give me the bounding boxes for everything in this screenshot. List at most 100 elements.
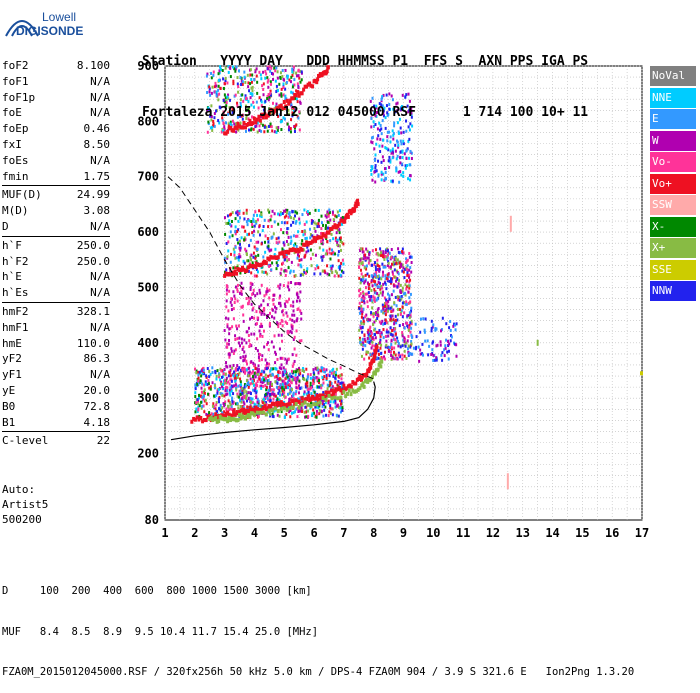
- echo-point: [388, 297, 391, 301]
- trace-point: [380, 359, 384, 364]
- echo-point: [332, 372, 335, 376]
- echo-point: [286, 329, 289, 333]
- echo-point: [328, 251, 331, 255]
- echo-point: [408, 284, 411, 288]
- echo-point: [243, 402, 246, 406]
- echo-point: [397, 170, 400, 174]
- echo-point: [380, 253, 383, 257]
- echo-point: [366, 336, 369, 340]
- echo-point: [248, 219, 251, 223]
- echo-point: [243, 217, 246, 221]
- echo-point: [236, 76, 239, 80]
- echo-point: [243, 366, 246, 370]
- echo-point: [273, 107, 276, 111]
- echo-point: [330, 371, 333, 375]
- echo-point: [400, 131, 403, 135]
- echo-point: [258, 128, 261, 132]
- echo-point: [219, 86, 222, 90]
- echo-point: [194, 391, 197, 395]
- echo-point: [224, 96, 227, 100]
- trace-point: [344, 394, 348, 399]
- echo-point: [224, 79, 227, 83]
- echo-point: [321, 400, 324, 404]
- trace-point: [374, 350, 378, 355]
- echo-point: [252, 217, 255, 221]
- echo-point: [283, 221, 286, 225]
- echo-point: [400, 142, 403, 146]
- param-value: 22: [96, 434, 110, 448]
- trace-point: [232, 409, 236, 414]
- echo-point: [238, 212, 241, 216]
- echo-point: [204, 398, 207, 402]
- echo-point: [434, 327, 437, 331]
- echo-point: [236, 104, 239, 108]
- echo-point: [285, 211, 288, 215]
- echo-point: [309, 381, 312, 385]
- echo-point: [271, 308, 274, 312]
- echo-point: [270, 248, 273, 252]
- echo-point: [326, 272, 329, 276]
- echo-point: [384, 249, 387, 253]
- echo-point: [292, 397, 295, 401]
- param-value: N/A: [90, 219, 110, 233]
- echo-point: [435, 358, 438, 362]
- echo-point: [259, 73, 262, 77]
- echo-point: [233, 250, 236, 254]
- echo-point: [331, 368, 334, 372]
- echo-point: [245, 362, 248, 366]
- trace-point: [258, 410, 262, 415]
- echo-point: [267, 240, 270, 244]
- echo-point: [258, 370, 261, 374]
- echo-point: [275, 126, 278, 130]
- echo-point: [385, 328, 388, 332]
- param-name: fxI: [2, 137, 22, 151]
- echo-point: [276, 373, 279, 377]
- echo-point: [314, 229, 317, 233]
- echo-point: [267, 348, 270, 352]
- echo-point: [226, 81, 229, 85]
- echo-point: [227, 249, 230, 253]
- echo-point: [284, 357, 287, 361]
- x-tick-label: 8: [370, 526, 377, 540]
- echo-point: [232, 266, 235, 270]
- trace-point: [279, 400, 283, 405]
- echo-point: [233, 253, 236, 257]
- echo-point: [279, 322, 282, 326]
- echo-point: [245, 368, 248, 372]
- echo-point: [400, 262, 403, 266]
- echo-point: [409, 292, 412, 296]
- echo-point: [366, 249, 369, 253]
- echo-point: [272, 397, 275, 401]
- trace-point: [235, 125, 239, 130]
- echo-point: [313, 221, 316, 225]
- echo-point: [378, 267, 381, 271]
- echo-point: [286, 380, 289, 384]
- echo-point: [218, 121, 221, 125]
- echo-point: [239, 76, 242, 80]
- echo-point: [377, 356, 380, 360]
- echo-point: [221, 116, 224, 120]
- echo-point: [210, 71, 213, 75]
- echo-point: [249, 392, 252, 396]
- echo-point: [291, 318, 294, 322]
- echo-point: [239, 248, 242, 252]
- echo-point: [248, 370, 251, 374]
- echo-point: [225, 361, 228, 365]
- echo-point: [225, 407, 228, 411]
- echo-point: [316, 377, 319, 381]
- echo-point: [240, 290, 243, 294]
- echo-point: [231, 108, 234, 112]
- echo-point: [245, 108, 248, 112]
- echo-point: [277, 114, 280, 118]
- echo-point: [239, 291, 242, 295]
- echo-point: [381, 262, 384, 266]
- echo-point: [255, 367, 258, 371]
- echo-point: [401, 344, 404, 348]
- echo-point: [275, 237, 278, 241]
- echo-point: [390, 94, 393, 98]
- trace-point: [324, 398, 328, 403]
- echo-point: [308, 211, 311, 215]
- echo-point: [221, 411, 224, 415]
- echo-point: [242, 345, 245, 349]
- echo-point: [399, 251, 402, 255]
